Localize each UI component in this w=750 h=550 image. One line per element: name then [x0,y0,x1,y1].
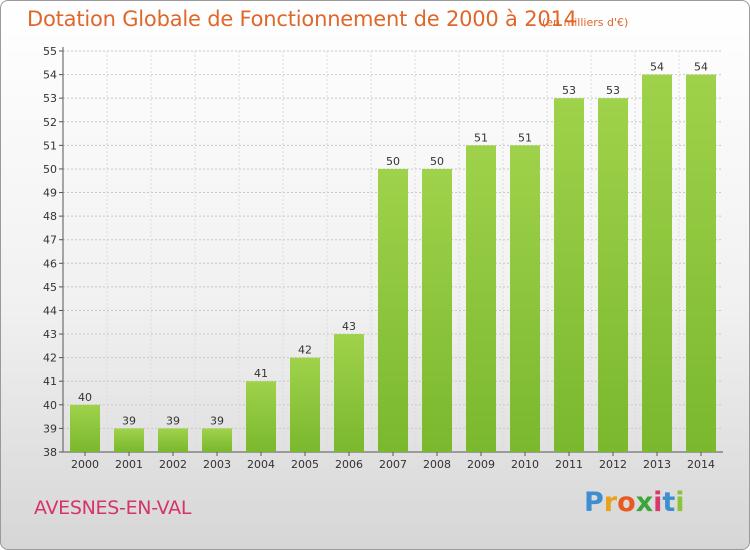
logo-letter: x [635,487,654,518]
x-tick-label-2008: 2008 [423,458,451,471]
bar-2006 [334,334,364,452]
bar-layer [70,74,716,453]
bar-2005 [290,357,320,452]
bar-2008 [422,168,452,453]
x-tick-label-2007: 2007 [379,458,407,471]
data-label-2009: 51 [474,131,488,144]
data-label-2002: 39 [166,414,180,427]
bar-2001 [114,428,144,452]
x-tick-label-2001: 2001 [115,458,143,471]
x-tick-label-2014: 2014 [687,458,715,471]
y-tick-label: 53 [43,92,57,105]
bar-2004 [246,381,276,452]
y-tick-label: 38 [43,446,57,459]
y-tick-label: 52 [43,116,57,129]
city-name: AVESNES-EN-VAL [34,497,192,519]
y-tick-label: 55 [43,45,57,58]
logo-letter: i [675,487,685,518]
logo-letter: o [617,487,636,518]
data-label-2000: 40 [78,391,92,404]
logo-letter: r [603,487,618,518]
bar-2012 [598,98,628,453]
data-label-2001: 39 [122,414,136,427]
bar-2014 [686,74,716,453]
data-label-2010: 51 [518,131,532,144]
logo-letter: t [662,487,676,518]
label-layer: 40 39 39 39 41 42 43 50 50 51 51 53 53 54 54 [78,61,708,428]
x-tick-label-2000: 2000 [71,458,99,471]
bar-2009 [466,145,496,452]
data-label-2013: 54 [650,61,664,74]
y-tick-label: 50 [43,163,57,176]
x-tick-label-2004: 2004 [247,458,275,471]
bar-2013 [642,74,672,453]
x-tick-label-2012: 2012 [599,458,627,471]
y-tick-label: 51 [43,139,57,152]
x-tick-label-2002: 2002 [159,458,187,471]
data-label-2014: 54 [694,61,708,74]
y-tick-label: 44 [43,304,57,317]
y-tick-label: 41 [43,375,57,388]
y-tick-label: 39 [43,422,57,435]
bar-2011 [554,98,584,453]
y-tick-label: 49 [43,187,57,200]
x-tick-label-2011: 2011 [555,458,583,471]
y-tick-label: 45 [43,281,57,294]
data-label-2007: 50 [386,155,400,168]
x-tick-label-2010: 2010 [511,458,539,471]
y-tick-label: 42 [43,352,57,365]
data-label-2012: 53 [606,84,620,97]
x-tick-label-2013: 2013 [643,458,671,471]
x-tick-label-2003: 2003 [203,458,231,471]
y-tick-label: 47 [43,234,57,247]
bar-2000 [70,404,100,452]
data-label-2006: 43 [342,320,356,333]
y-tick-label: 43 [43,328,57,341]
x-tick-label-2006: 2006 [335,458,363,471]
y-tick-label: 54 [43,69,57,82]
x-tick-label-2009: 2009 [467,458,495,471]
bar-2010 [510,145,540,452]
logo-letter: P [584,487,604,518]
logo-letter: i [653,487,663,518]
data-label-2008: 50 [430,155,444,168]
bar-2003 [202,428,232,452]
proxiti-logo: Proxiti [584,487,685,518]
data-label-2011: 53 [562,84,576,97]
y-tick-label: 48 [43,210,57,223]
x-tick-label-2005: 2005 [291,458,319,471]
bar-2007 [378,168,408,453]
y-tick-label: 40 [43,399,57,412]
data-label-2004: 41 [254,367,268,380]
data-label-2005: 42 [298,344,312,357]
chart-title: Dotation Globale de Fonctionnement de 20… [27,7,577,31]
data-label-2003: 39 [210,414,224,427]
y-tick-label: 46 [43,257,57,270]
bar-2002 [158,428,188,452]
chart-unit: (en milliers d'€) [542,16,629,29]
